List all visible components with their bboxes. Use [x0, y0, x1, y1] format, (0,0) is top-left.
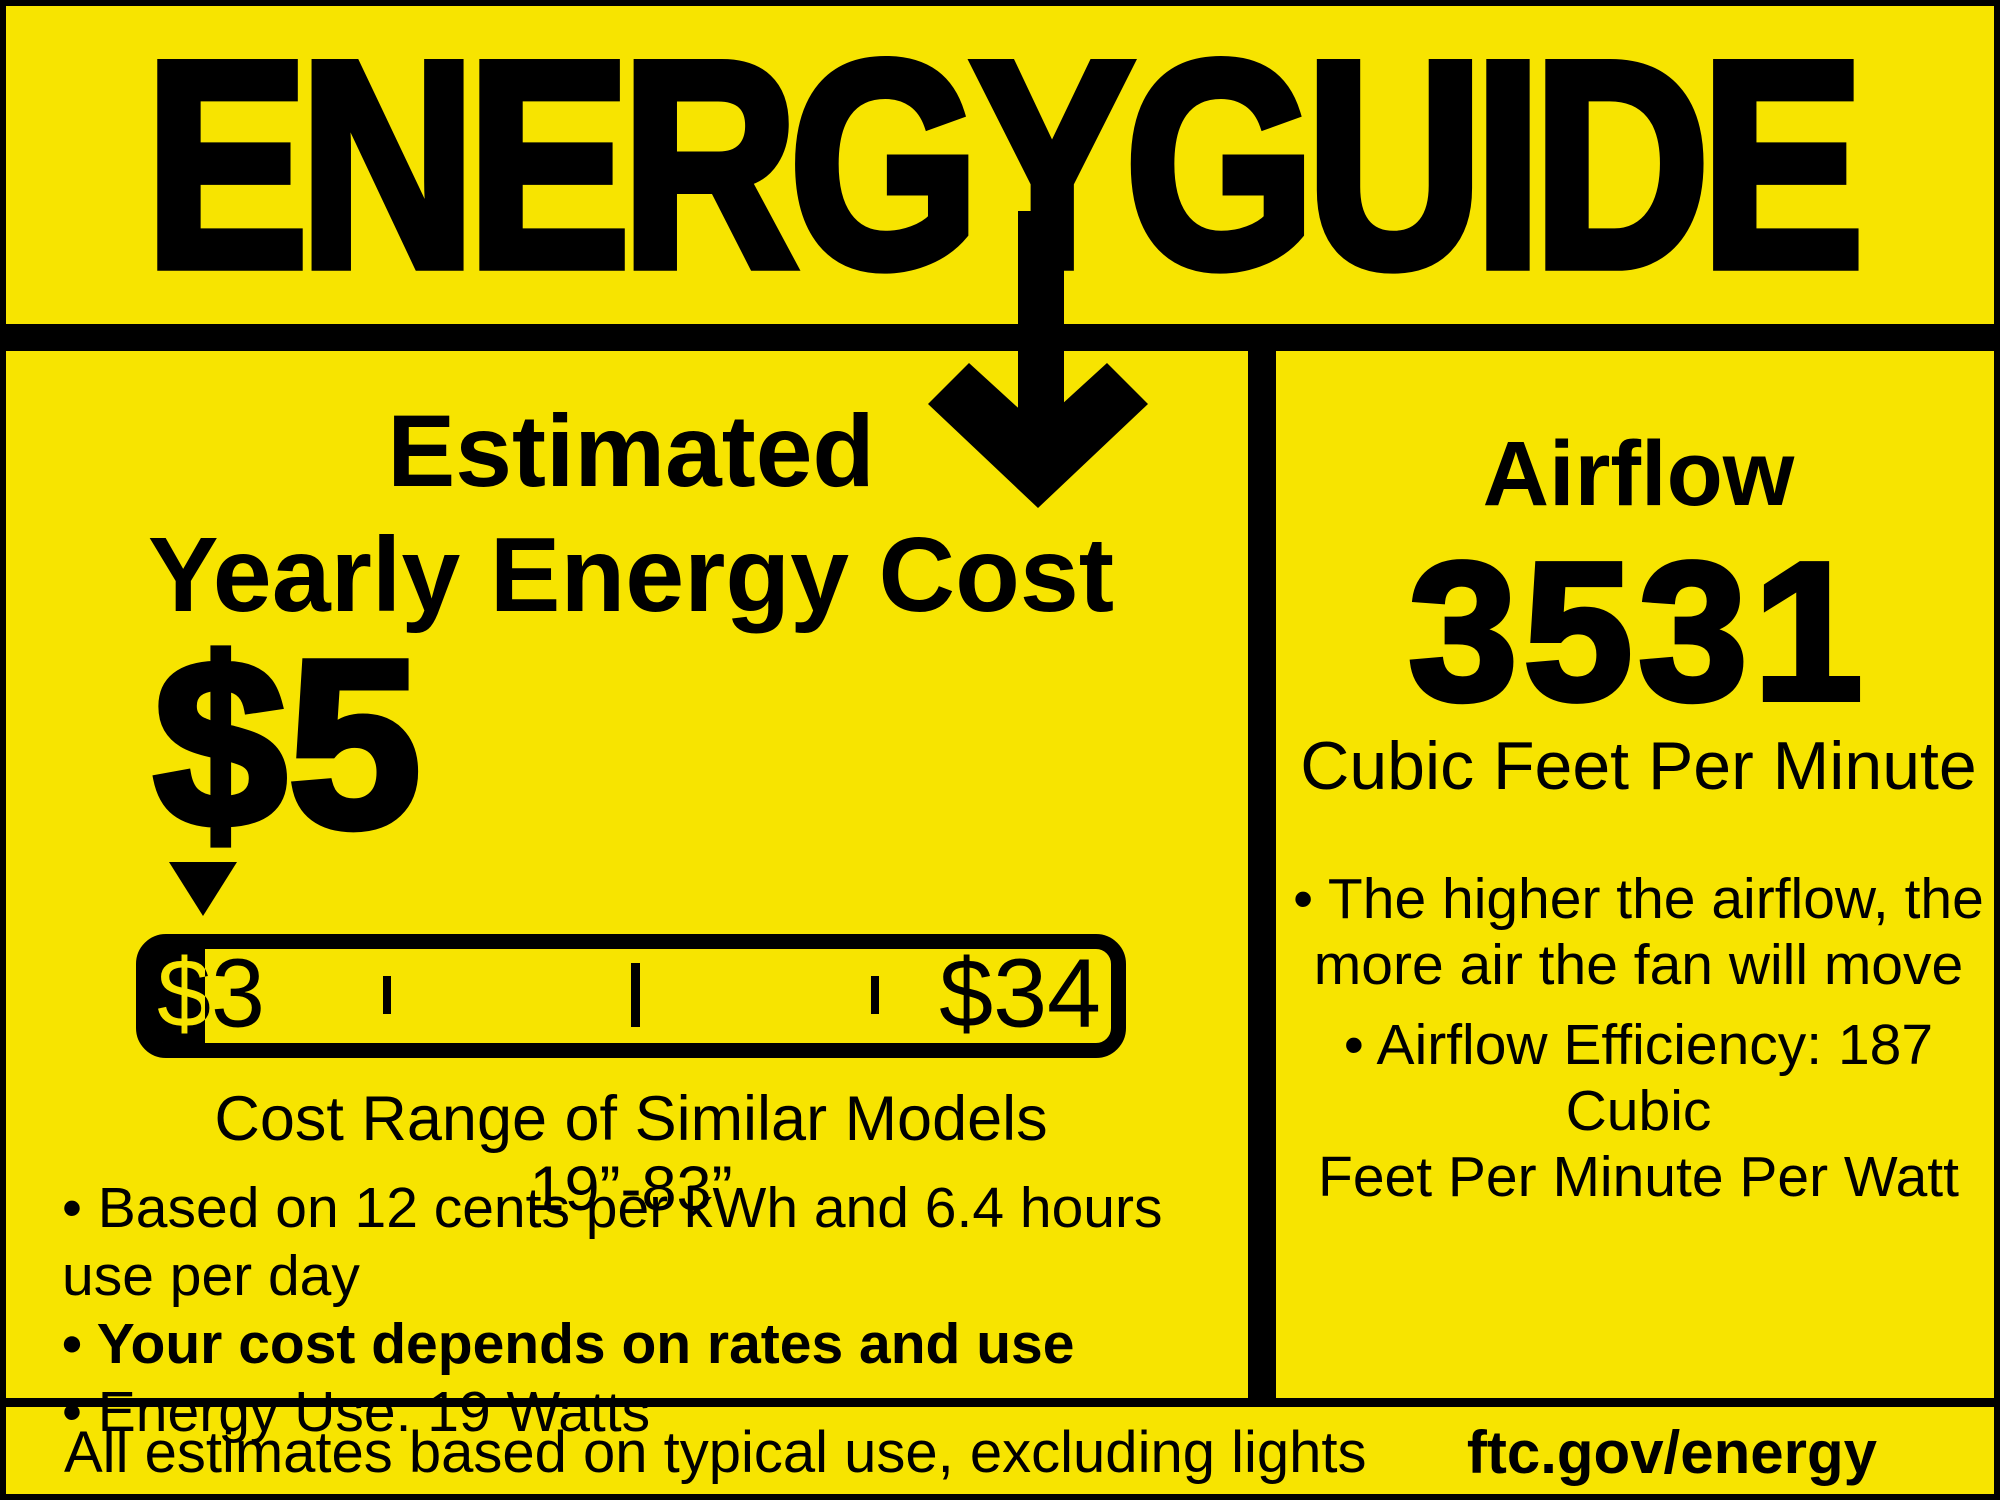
cost-note-energy-use: • Energy Use: 19 Watts: [62, 1380, 651, 1444]
yearly-cost-value: $5: [150, 612, 425, 877]
scale-tick: [871, 976, 879, 1014]
airflow-note-higher: • The higher the airflow, the more air t…: [1286, 866, 1991, 998]
airflow-value: 3531: [1405, 522, 1869, 741]
scale-min-label: $3: [157, 938, 265, 1048]
airflow-note-line: • Airflow Efficiency: 187 Cubic: [1343, 1013, 1934, 1143]
cost-note-rate-basis: • Based on 12 cents per kWh and 6.4 hour…: [62, 1176, 1163, 1308]
title-line-yearly-energy-cost: Yearly Energy Cost: [147, 516, 1115, 634]
airflow-note-line: Feet Per Minute Per Watt: [1318, 1145, 1959, 1209]
cost-pointer-triangle-icon: [169, 862, 237, 916]
airflow-unit: Cubic Feet Per Minute: [1300, 728, 1977, 804]
footer-ftc-url: ftc.gov/energy: [1466, 1419, 1877, 1486]
header-divider-line: [6, 324, 1994, 351]
estimated-yearly-energy-cost-title: Estimated Yearly Energy Cost: [116, 391, 1146, 639]
scale-tick-center: [631, 963, 640, 1027]
footer-divider-line: [6, 1398, 1994, 1407]
airflow-note-line: • The higher the airflow, the: [1293, 867, 1984, 931]
energyguide-logo: ENERGYGUIDE: [141, 0, 1868, 329]
cost-notes-list: • Based on 12 cents per kWh and 6.4 hour…: [62, 1174, 1212, 1446]
airflow-notes-list: • The higher the airflow, the more air t…: [1286, 866, 1991, 1224]
cost-range-fill: [151, 949, 205, 1043]
airflow-note-efficiency: • Airflow Efficiency: 187 Cubic Feet Per…: [1286, 1012, 1991, 1210]
panel-divider-line: [1248, 351, 1276, 1401]
cost-range-scale: $3 $3 $34: [136, 934, 1126, 1058]
scale-tick: [383, 976, 391, 1014]
cost-range-caption: Cost Range of Similar Models 19”-83”: [214, 1084, 1048, 1224]
airflow-title: Airflow: [1482, 423, 1795, 525]
scale-max-label: $34: [939, 938, 1101, 1048]
title-line-estimated: Estimated: [387, 394, 875, 508]
cost-note-depends: • Your cost depends on rates and use: [62, 1312, 1075, 1376]
airflow-note-line: more air the fan will move: [1313, 933, 1964, 997]
footer-disclaimer: All estimates based on typical use, excl…: [64, 1420, 1367, 1485]
